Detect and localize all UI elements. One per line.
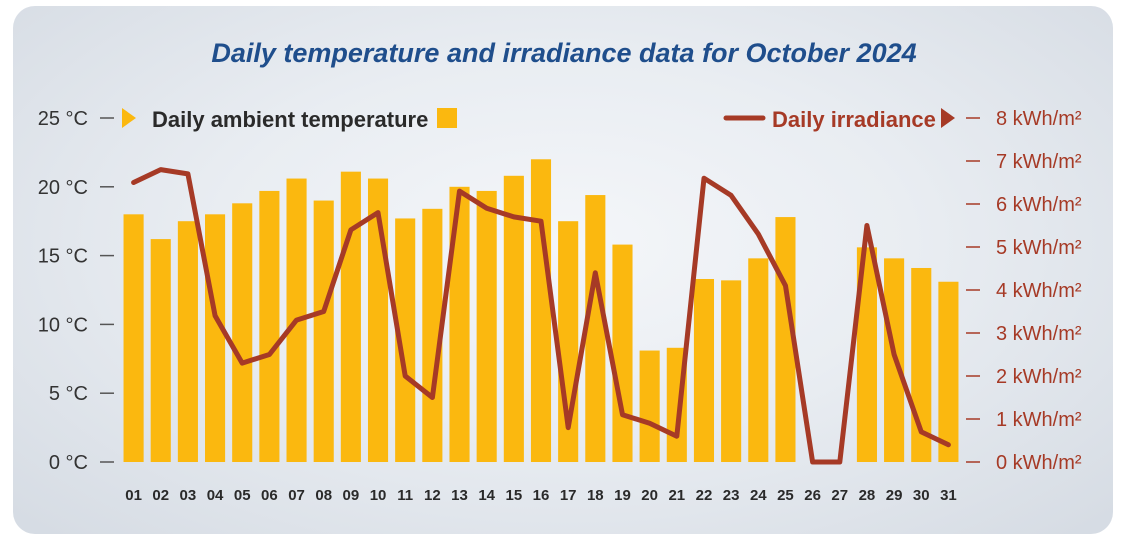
irradiance-line [131, 167, 951, 465]
x-tick-label: 24 [750, 487, 767, 504]
x-tick-label: 02 [152, 487, 169, 504]
y-right-tick-label: 4 kWh/m² [996, 280, 1082, 302]
x-tick-label: 09 [343, 487, 360, 504]
x-tick-label: 11 [397, 487, 413, 504]
x-tick-label: 28 [859, 487, 876, 504]
y-right-tick-label: 3 kWh/m² [996, 323, 1082, 345]
y-left-tick-label: 0 °C [49, 452, 88, 474]
y-right-tick-label: 8 kWh/m² [996, 108, 1082, 130]
x-tick-label: 17 [560, 487, 577, 504]
temperature-bar [530, 159, 552, 462]
legend: Daily ambient temperature Daily irradian… [122, 107, 955, 132]
legend-temp-label: Daily ambient temperature [152, 107, 428, 132]
y-left-tick-label: 25 °C [38, 108, 88, 130]
temperature-bar [259, 190, 280, 463]
temperature-bar [503, 175, 524, 463]
temperature-bar [639, 350, 660, 462]
x-tick-label: 26 [804, 487, 821, 504]
y-right-tick-label: 2 kWh/m² [996, 366, 1082, 388]
y-right-tick-label: 5 kWh/m² [996, 237, 1082, 259]
temperature-bar [693, 278, 715, 462]
temperature-bar [856, 247, 877, 462]
x-tick-label: 15 [505, 487, 522, 504]
x-tick-label: 04 [207, 487, 224, 504]
temperature-bar [422, 208, 443, 462]
x-tick-label: 18 [587, 487, 604, 504]
x-tick-label: 07 [288, 487, 305, 504]
temperature-bar [205, 214, 226, 462]
legend-temp-swatch [437, 108, 457, 128]
temperature-bar [449, 186, 470, 463]
temperature-bar [395, 218, 416, 462]
x-tick-label: 25 [777, 487, 794, 504]
temperature-bar [612, 244, 633, 462]
temperature-bar [721, 280, 742, 462]
x-tick-label: 22 [696, 487, 713, 504]
x-tick-label: 12 [424, 487, 441, 504]
legend-irr-label: Daily irradiance [772, 107, 936, 132]
temperature-bar [748, 258, 769, 462]
temperature-bar [150, 239, 171, 462]
y-left-tick-label: 10 °C [38, 314, 88, 336]
x-tick-label: 31 [940, 487, 957, 504]
y-right-tick-label: 0 kWh/m² [996, 452, 1082, 474]
y-right-tick-label: 1 kWh/m² [996, 409, 1082, 431]
temperature-bar [938, 281, 959, 462]
chart-title: Daily temperature and irradiance data fo… [211, 38, 916, 68]
x-tick-label: 03 [180, 487, 197, 504]
x-tick-label: 08 [315, 487, 332, 504]
temperature-bar [177, 221, 198, 462]
temperature-bar [340, 171, 361, 462]
y-left-tick-label: 20 °C [38, 177, 88, 199]
x-tick-label: 05 [234, 487, 251, 504]
x-tick-label: 23 [723, 487, 740, 504]
temperature-bar [123, 214, 144, 462]
left-axis-arrow-icon [122, 108, 136, 128]
x-tick-label: 06 [261, 487, 278, 504]
x-tick-label: 13 [451, 487, 468, 504]
y-right-tick-label: 6 kWh/m² [996, 194, 1082, 216]
temperature-bar [585, 195, 606, 462]
x-tick-label: 30 [913, 487, 930, 504]
y-right-tick-label: 7 kWh/m² [996, 151, 1082, 173]
x-tick-label: 29 [886, 487, 903, 504]
y-left-tick-label: 15 °C [38, 246, 88, 268]
x-tick-label: 01 [125, 487, 142, 504]
x-tick-label: 16 [533, 487, 550, 504]
right-axis-arrow-icon [941, 108, 955, 128]
temperature-bar [313, 200, 334, 462]
x-tick-label: 20 [641, 487, 658, 504]
x-tick-label: 19 [614, 487, 631, 504]
x-tick-label: 10 [370, 487, 387, 504]
y-left-tick-label: 5 °C [49, 383, 88, 405]
x-tick-label: 21 [668, 487, 685, 504]
temperature-bar [232, 203, 253, 462]
temperature-bar [476, 190, 497, 463]
x-tick-label: 14 [478, 487, 495, 504]
x-tick-label: 27 [831, 487, 848, 504]
